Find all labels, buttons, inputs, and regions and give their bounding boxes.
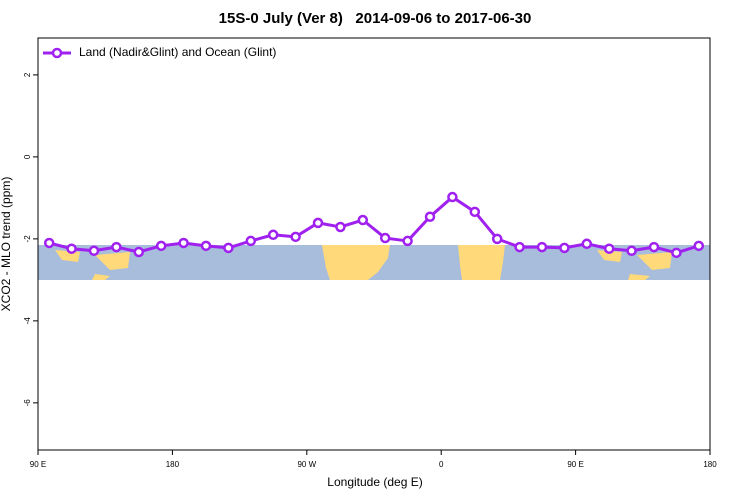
data-point [559,242,570,254]
legend-label: Land (Nadir&Glint) and Ocean (Glint) [79,45,276,59]
data-point [200,240,212,252]
data-point [424,211,436,222]
data-point [671,247,682,259]
data-point [290,231,301,243]
data-point [245,235,257,247]
chart-title: 15S-0 July (Ver 8) 2014-09-06 to 2017-06… [219,10,532,27]
data-point [447,191,458,203]
data-point [603,243,615,254]
series-line [48,195,700,255]
data-point [267,229,279,241]
land-africa [322,245,390,280]
y-tick-label: -2 [23,235,32,243]
y-tick-label: -4 [23,317,32,325]
data-point [648,241,660,253]
land-south-america [458,245,505,280]
data-point [693,240,705,252]
data-point [357,214,369,226]
data-point [155,240,167,252]
x-tick-label: 180 [703,460,717,469]
x-tick-label: 90 W [297,460,316,469]
x-tick-label: 90 E [567,460,583,469]
data-point [133,246,145,258]
data-point [402,235,413,247]
plot-frame [37,37,711,451]
data-point [626,245,637,257]
y-axis-label: XCO2 - MLO trend (ppm) [0,177,13,312]
data-point [66,243,77,254]
y-tick-label: 0 [23,154,32,159]
data-point [514,241,525,253]
data-point [379,232,391,244]
x-axis-label: Longitude (deg E) [327,475,422,489]
data-point [491,233,503,245]
data-point [111,241,122,253]
y-tick-label: -6 [23,399,32,407]
x-tick-label: 90 E [30,460,46,469]
x-tick-label: 0 [439,460,444,469]
legend-marker [51,47,63,59]
x-tick-label: 180 [166,460,180,469]
data-point [43,237,55,249]
data-point [469,206,481,218]
data-point [88,245,100,257]
data-point [581,238,593,250]
data-point [536,241,548,253]
data-point [312,217,324,229]
data-point [223,242,234,254]
land-indonesia [55,250,130,280]
data-point [335,221,346,233]
land-indonesia-repeat [597,250,672,280]
map-band [38,245,710,280]
y-tick-label: 2 [23,72,32,77]
data-point [178,237,189,249]
